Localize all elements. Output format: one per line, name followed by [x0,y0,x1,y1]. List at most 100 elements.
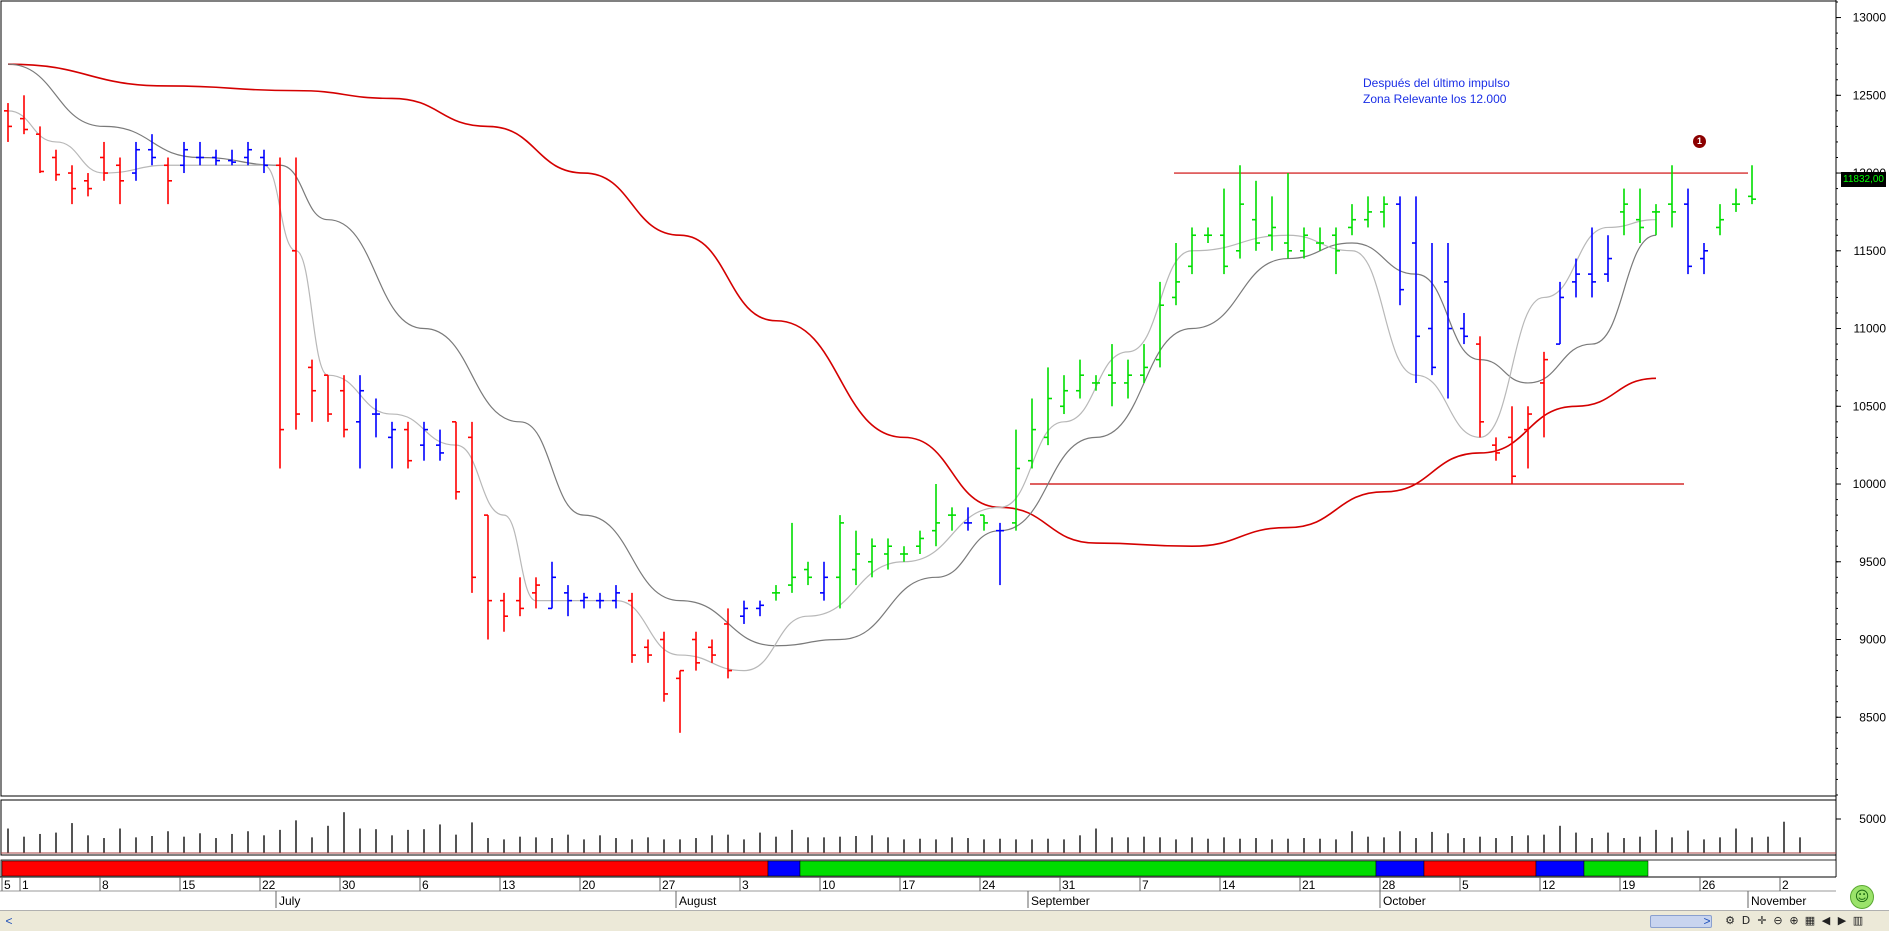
settings-icon[interactable]: ⚙ [1725,914,1735,927]
ohlc-bar [1572,258,1580,298]
next-icon[interactable]: ▶ [1837,914,1847,927]
ohlc-bar [404,421,412,469]
ohlc-bar [1732,188,1740,212]
ohlc-bar [916,530,924,554]
date-tick-label: 20 [582,878,596,892]
ohlc-bar [36,126,44,174]
ohlc-bar [84,173,92,197]
ohlc-bar [1044,367,1052,446]
ohlc-bar [468,421,476,593]
month-label: October [1383,894,1426,908]
ohlc-bar [52,149,60,181]
date-tick-label: 15 [182,878,196,892]
chart-toolbar: ⚙ D ✛ ⊖ ⊕ ▦ ◀ ▶ ▥ [1724,914,1864,928]
ohlc-bar [244,141,252,166]
volume-tick-label: 5000 [1859,812,1886,826]
date-tick-label: 7 [1142,878,1149,892]
ohlc-bar [1428,243,1436,376]
ohlc-bar [132,141,140,181]
annotation-line-2: Zona Relevante los 12.000 [1363,92,1507,106]
ohlc-bar [628,592,636,663]
ohlc-bar [532,577,540,609]
date-tick-label: 30 [342,878,356,892]
ohlc-bar [1220,188,1228,275]
date-tick-label: 3 [742,878,749,892]
y-tick-label: 9000 [1859,633,1886,647]
ohlc-bar [1284,173,1292,259]
price-chart[interactable]: 8500900095001000010500110001150012000125… [0,0,1889,910]
ohlc-bar [1172,243,1180,306]
grid-icon[interactable]: ▦ [1804,914,1816,927]
alert-marker[interactable]: 1 [1693,135,1706,148]
ohlc-bar [1668,165,1676,228]
ohlc-bar [1604,235,1612,282]
ohlc-bar [260,149,268,174]
date-tick-label: 19 [1622,878,1636,892]
ohlc-bar [1332,227,1340,275]
ohlc-bar [372,398,380,438]
layout-icon[interactable]: ▥ [1852,914,1864,927]
ohlc-bar [324,374,332,422]
annotation-line-1: Después del último impulso [1363,76,1510,90]
ohlc-bar [180,141,188,174]
ohlc-bar [292,157,300,430]
ohlc-bar [1348,204,1356,236]
crosshair-icon[interactable]: ✛ [1757,914,1767,927]
daily-period-icon[interactable]: D [1741,914,1751,927]
ohlc-bar [356,375,364,469]
scroll-right-icon[interactable]: > [1703,914,1711,928]
ohlc-bar [548,561,556,610]
date-tick-label: 6 [422,878,429,892]
ohlc-bar [676,669,684,733]
ohlc-bar [1188,227,1196,275]
ohlc-bar [660,631,668,702]
ohlc-bar [164,157,172,205]
prev-icon[interactable]: ◀ [1821,914,1831,927]
ohlc-bar [1156,281,1164,368]
ohlc-bar [1252,180,1260,251]
y-tick-label: 13000 [1853,11,1887,25]
ohlc-bar [452,421,460,500]
y-tick-label: 12500 [1853,88,1887,102]
ohlc-bar [1124,359,1132,399]
date-tick-label: 8 [102,878,109,892]
volume-pane [0,799,1837,856]
ohlc-bar [1236,165,1244,259]
ohlc-bar [708,639,716,663]
price-pane [0,0,1837,797]
zoom-out-icon[interactable]: ⊖ [1773,914,1783,927]
ohlc-bar [596,592,604,609]
scroll-left-icon[interactable]: < [5,914,13,928]
date-tick-label: 5 [4,878,11,892]
ohlc-bar [836,515,844,609]
date-tick-label: 12 [1542,878,1556,892]
y-tick-label: 11500 [1854,244,1887,258]
zoom-in-icon[interactable]: ⊕ [1789,914,1799,927]
ohlc-bar [964,507,972,531]
ohlc-bar [948,507,956,531]
trend-band-segment [1375,860,1425,877]
scroll-thumb[interactable] [1650,915,1712,928]
horizontal-scrollbar[interactable]: < > ⚙ D ✛ ⊖ ⊕ ▦ ◀ ▶ ▥ [0,910,1889,931]
trend-band-segment [1583,860,1649,877]
ohlc-bar [1748,165,1756,205]
date-tick-label: 26 [1702,878,1716,892]
ohlc-bar [1492,437,1500,461]
ohlc-bar [1540,351,1548,438]
ohlc-bar [228,149,236,166]
ohlc-bar [564,585,572,617]
date-tick-label: 31 [1062,878,1076,892]
ohlc-bar [20,95,28,135]
smiley-icon[interactable]: ☺ [1850,885,1874,909]
ohlc-bar [212,149,220,166]
ohlc-bar [388,421,396,469]
ohlc-bar [772,585,780,601]
ohlc-bar [820,561,828,601]
ohlc-bar [1716,204,1724,236]
moving-average-line [7,63,1657,647]
ohlc-bar [500,592,508,632]
ohlc-bar [420,421,428,461]
ohlc-bar [852,530,860,586]
ohlc-bar [4,103,12,142]
